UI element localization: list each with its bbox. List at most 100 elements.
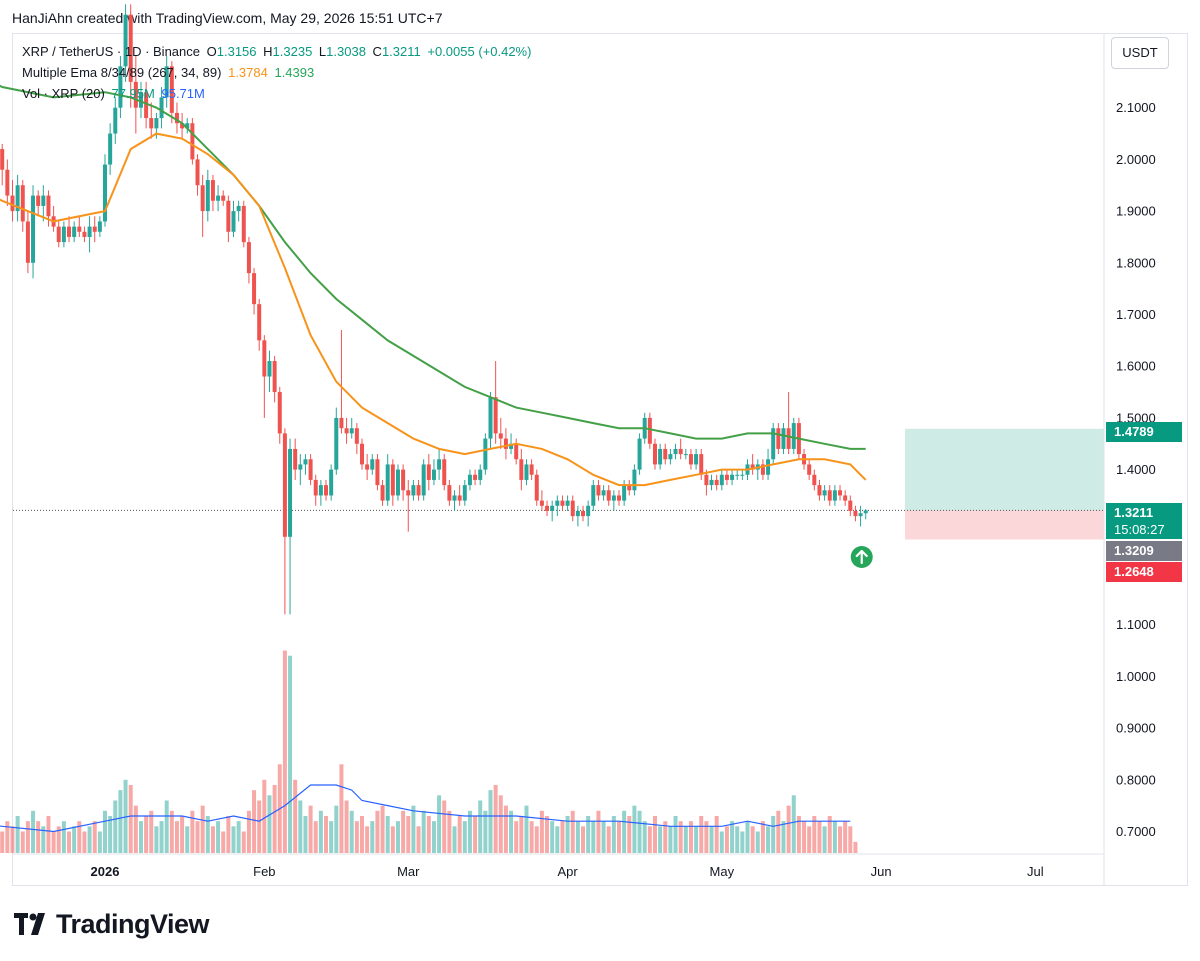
volume-bar: [529, 821, 534, 853]
candle-body: [478, 469, 483, 480]
volume-bar: [467, 810, 472, 853]
candle-body: [606, 490, 611, 501]
candle-body: [509, 443, 514, 449]
volume-bar: [658, 826, 663, 853]
volume-bar: [596, 810, 601, 853]
candle-body: [169, 66, 174, 113]
legend-symbol-row[interactable]: XRP / TetherUS · 1D · Binance O1.3156 H1…: [22, 44, 534, 59]
candle-body: [740, 474, 745, 476]
candle-body: [776, 428, 781, 449]
candle-body: [586, 505, 591, 517]
candle-body: [838, 490, 843, 496]
volume-bar: [807, 826, 812, 853]
legend-ema-row[interactable]: Multiple Ema 8/34/89 (267, 34, 89) 1.378…: [22, 65, 317, 80]
volume-bar: [190, 810, 195, 853]
volume-bar: [802, 821, 807, 853]
ema-indicator-name[interactable]: Multiple Ema 8/34/89 (267, 34, 89): [22, 65, 222, 80]
candle-body: [529, 464, 534, 475]
candle-body: [395, 469, 400, 496]
candle-body: [647, 417, 652, 444]
candle-body: [298, 464, 303, 470]
candle-body: [118, 66, 123, 108]
volume-bar: [740, 831, 745, 853]
candle-body: [539, 500, 544, 506]
volume-bar: [627, 815, 632, 853]
candle-body: [180, 123, 185, 129]
y-tick-label: 1.0000: [1116, 669, 1156, 684]
high-label: H: [263, 44, 273, 59]
candle-body: [611, 495, 616, 501]
volume-bar: [272, 784, 277, 853]
x-tick-label: Feb: [253, 864, 275, 879]
volume-bar: [25, 821, 30, 853]
candle-body: [282, 433, 287, 537]
candle-body: [246, 242, 251, 274]
candle-body: [159, 97, 164, 119]
volume-bar: [210, 826, 215, 853]
currency-selector-button[interactable]: USDT: [1111, 37, 1169, 69]
volume-bar: [442, 800, 447, 853]
volume-bar: [478, 800, 483, 853]
volume-bar: [82, 831, 87, 853]
candle-body: [174, 112, 179, 124]
volume-bar: [688, 821, 693, 853]
symbol-label[interactable]: XRP / TetherUS · 1D · Binance: [22, 44, 200, 59]
candle-body: [493, 397, 498, 434]
y-tick-label: 0.8000: [1116, 772, 1156, 787]
candle-body: [334, 417, 339, 470]
volume-bar: [457, 815, 462, 853]
candle-body: [113, 107, 118, 134]
legend-volume-row[interactable]: Vol · XRP (20) 77.95M 95.71M: [22, 86, 208, 101]
volume-bar: [642, 821, 647, 853]
volume-bar: [827, 815, 832, 853]
y-tick-label: 1.9000: [1116, 204, 1156, 219]
signal-markers: [850, 546, 873, 568]
candle-body: [31, 195, 36, 263]
volume-value-2: 95.71M: [161, 86, 205, 101]
change-value: +0.0055 (+0.42%): [427, 44, 532, 59]
candle-body: [272, 361, 277, 393]
candle-body: [123, 14, 128, 67]
volume-bar: [246, 810, 251, 853]
countdown-label: 15:08:27: [1106, 521, 1182, 539]
volume-bar: [514, 821, 519, 853]
candle-body: [385, 464, 390, 501]
volume-bar: [637, 810, 642, 853]
crosshair-price-label: 1.3209: [1106, 541, 1182, 561]
candle-body: [195, 159, 200, 186]
volume-bar: [344, 800, 349, 853]
volume-bar: [709, 826, 714, 853]
close-value: 1.3211: [381, 44, 421, 59]
volume-bar: [92, 821, 97, 853]
volume-bar: [262, 779, 267, 853]
volume-bar: [586, 815, 591, 853]
volume-bar: [318, 810, 323, 853]
candle-body: [503, 438, 508, 449]
volume-bar: [329, 821, 334, 853]
candle-body: [0, 149, 5, 170]
candle-body: [807, 464, 812, 475]
volume-bar: [31, 810, 36, 853]
candle-body: [257, 304, 262, 341]
candle-body: [534, 474, 539, 501]
candle-body: [138, 92, 143, 108]
candle-body: [303, 459, 308, 465]
volume-bar: [334, 805, 339, 853]
volume-bar: [853, 841, 858, 853]
chart-frame[interactable]: [12, 33, 1188, 886]
candle-body: [103, 164, 107, 222]
long-position-tool: [13, 428, 1104, 540]
volume-bar: [144, 815, 149, 853]
candle-body: [704, 474, 709, 486]
candle-body: [637, 438, 642, 470]
volume-indicator-name[interactable]: Vol · XRP (20): [22, 86, 105, 101]
volume-bar: [611, 815, 616, 853]
y-tick-label: 0.7000: [1116, 824, 1156, 839]
tradingview-logo[interactable]: TradingView: [14, 908, 210, 940]
candle-body: [627, 485, 632, 491]
volume-bar: [401, 810, 406, 853]
candle-body: [812, 474, 817, 486]
close-label: C: [372, 44, 382, 59]
volume-bar: [216, 821, 221, 853]
